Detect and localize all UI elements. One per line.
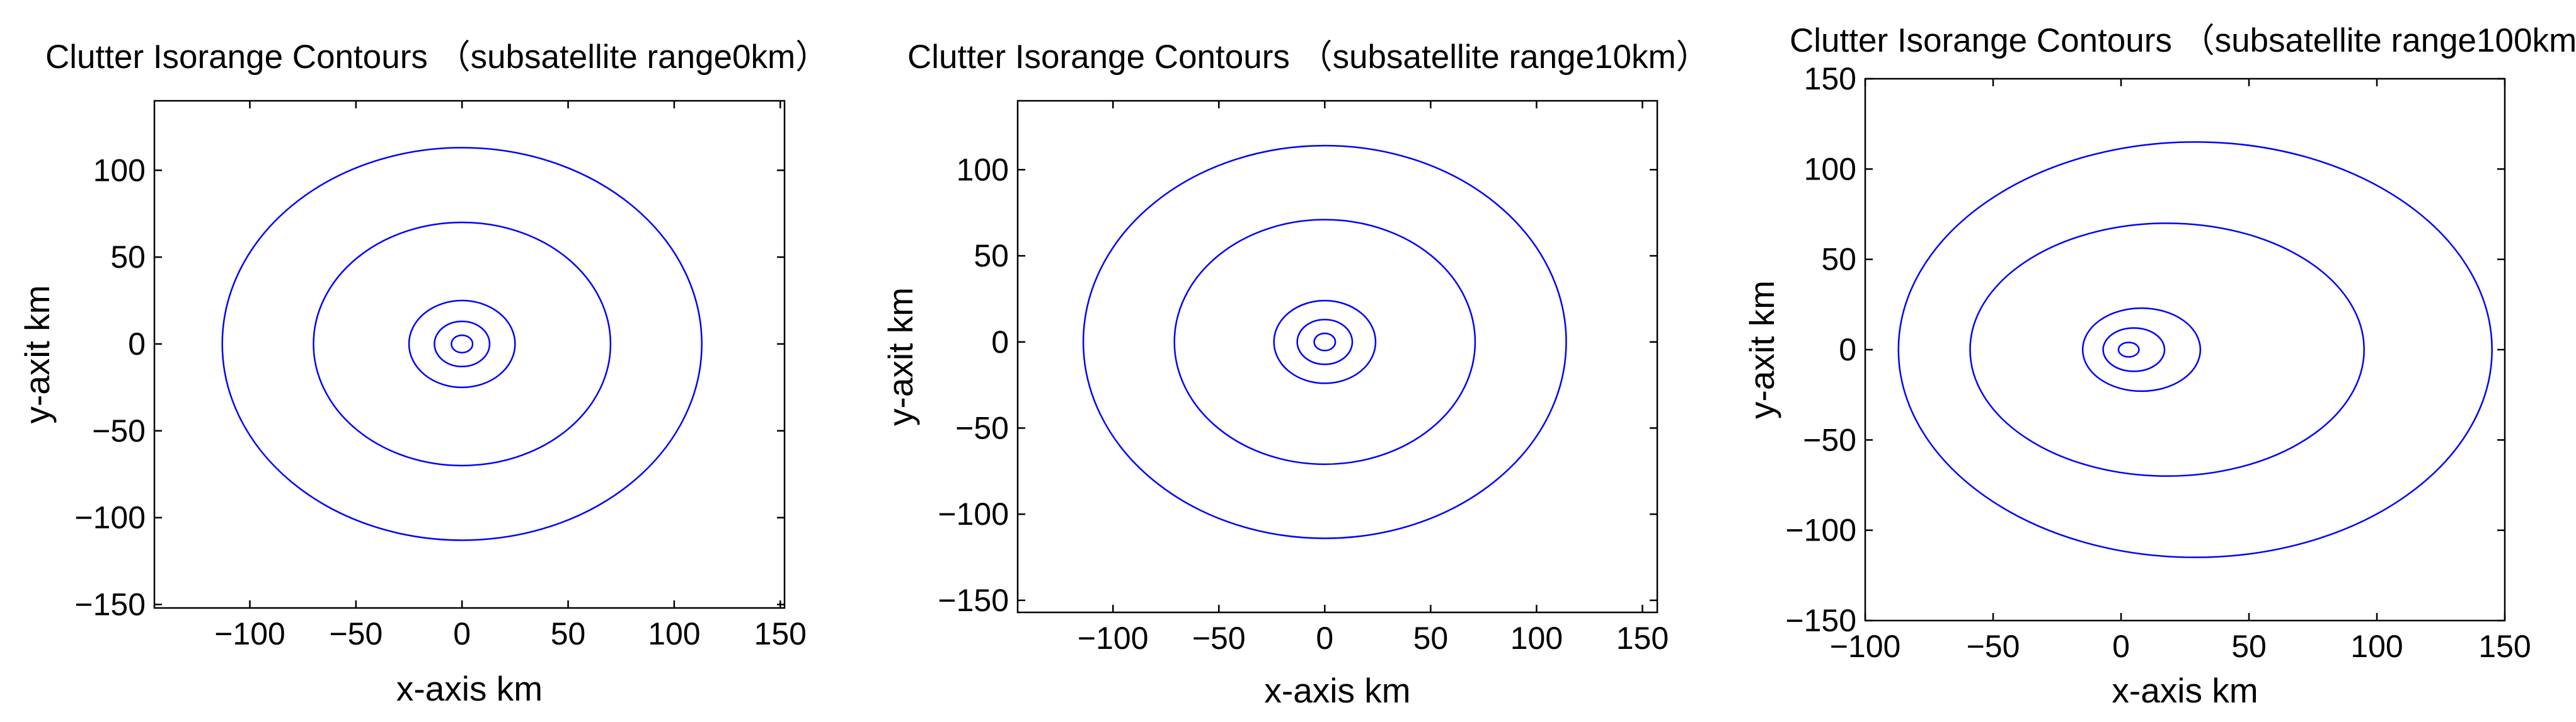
isorange-contour	[1296, 318, 1354, 365]
isorange-contour	[1969, 222, 2365, 477]
x-tick-label: −50	[329, 616, 382, 651]
plot-area	[1864, 77, 2506, 622]
isorange-contour	[434, 320, 491, 368]
x-tick-label: 0	[453, 616, 471, 651]
isorange-contour	[1897, 141, 2493, 558]
y-tick-label: 150	[1804, 61, 1856, 96]
isorange-contour	[1313, 332, 1337, 352]
x-tick-label: 0	[2112, 629, 2130, 664]
panel-1: Clutter Isorange Contours （subsatellite …	[881, 38, 1710, 710]
isorange-contour	[1082, 144, 1567, 539]
y-tick-label: −150	[938, 583, 1009, 618]
x-tick-label: 100	[1510, 621, 1563, 656]
x-tick-label: 100	[2350, 629, 2403, 664]
y-axis-label: y-axit km	[1742, 280, 1781, 419]
x-tick-label: −100	[1078, 621, 1149, 656]
x-axis-label: x-axis km	[1264, 671, 1410, 710]
y-tick-label: −150	[74, 587, 146, 622]
y-tick-label: −50	[1803, 422, 1856, 457]
isorange-contour	[2081, 307, 2202, 393]
panel-title: Clutter Isorange Contours （subsatellite …	[1790, 22, 2576, 59]
y-tick-label: −100	[1785, 513, 1856, 548]
x-tick-label: 50	[551, 616, 586, 651]
x-axis-label: x-axis km	[2112, 671, 2258, 710]
isorange-contour	[1273, 299, 1377, 384]
y-tick-label: 50	[1821, 242, 1856, 277]
y-axis-label: y-axit km	[18, 285, 57, 424]
x-tick-label: 0	[1316, 621, 1333, 656]
isorange-contour	[1173, 219, 1476, 466]
isorange-contour	[408, 299, 516, 389]
isorange-contour	[2117, 341, 2140, 358]
panel-0: Clutter Isorange Contours （subsatellite …	[18, 38, 829, 708]
y-tick-label: −150	[1785, 603, 1856, 638]
x-tick-label: 150	[2478, 629, 2531, 664]
x-tick-label: 150	[1616, 621, 1669, 656]
y-tick-label: 100	[1804, 151, 1856, 186]
isorange-contour	[2102, 327, 2166, 372]
panel-title: Clutter Isorange Contours （subsatellite …	[907, 38, 1710, 76]
x-tick-label: 100	[648, 616, 700, 651]
y-tick-label: 100	[957, 152, 1009, 187]
panel-title: Clutter Isorange Contours （subsatellite …	[45, 38, 829, 76]
y-tick-label: 0	[991, 324, 1009, 360]
x-tick-label: −50	[1967, 629, 2020, 664]
y-tick-label: 50	[110, 239, 146, 275]
x-tick-label: 50	[1413, 621, 1449, 656]
x-tick-label: 150	[754, 616, 807, 651]
x-tick-label: −100	[214, 616, 285, 651]
y-tick-label: 100	[93, 152, 146, 188]
y-tick-label: −100	[938, 496, 1009, 532]
panel-2: Clutter Isorange Contours （subsatellite …	[1742, 22, 2576, 710]
y-tick-label: −50	[955, 410, 1009, 445]
y-axis-label: y-axit km	[881, 287, 920, 426]
y-tick-label: 0	[128, 326, 146, 362]
x-axis-label: x-axis km	[396, 669, 543, 708]
y-tick-label: −100	[74, 500, 146, 536]
x-tick-label: −50	[1192, 621, 1246, 656]
isorange-contour	[451, 334, 474, 353]
x-tick-label: 50	[2231, 629, 2267, 664]
y-tick-label: −50	[92, 413, 146, 449]
isorange-contour	[221, 147, 703, 541]
isorange-contour	[313, 221, 612, 467]
plot-area	[1016, 100, 1659, 614]
y-tick-label: 0	[1839, 332, 1856, 367]
y-tick-label: 50	[974, 238, 1009, 273]
x-tick-label: −100	[1830, 629, 1901, 664]
plot-area	[153, 100, 786, 609]
